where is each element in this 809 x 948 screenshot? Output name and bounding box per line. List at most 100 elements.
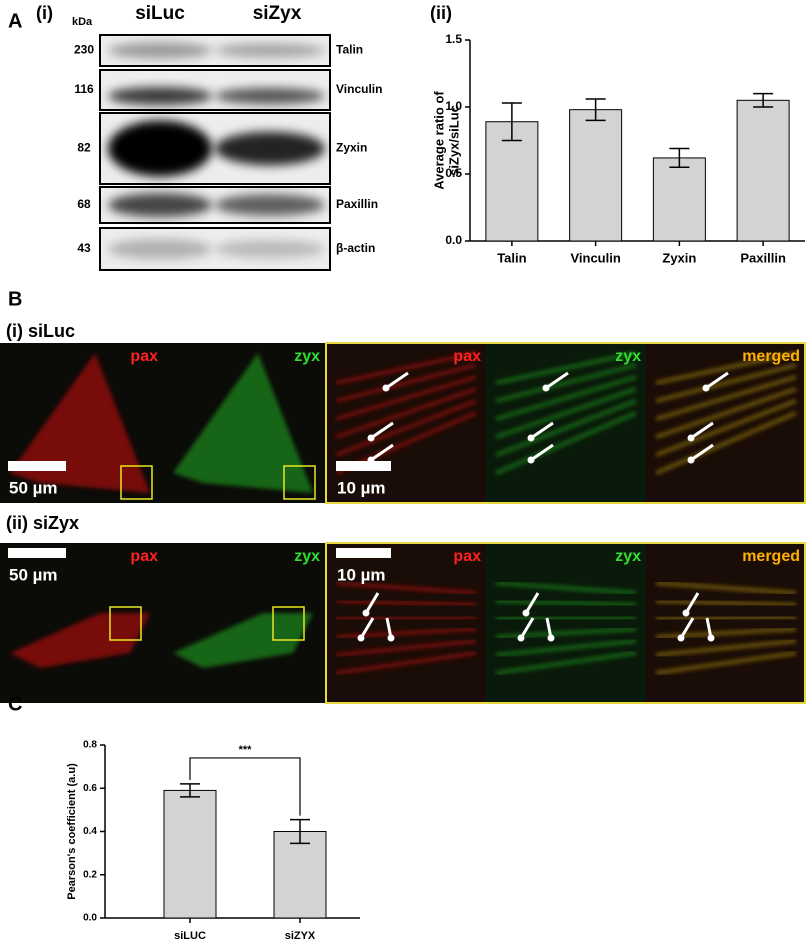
protein-label: Paxillin xyxy=(336,197,378,211)
arrow-head xyxy=(707,634,715,642)
fiber xyxy=(495,387,637,439)
blot-strip xyxy=(99,186,331,224)
y-tick-label: 1.5 xyxy=(445,32,462,46)
channel-label: pax xyxy=(453,348,481,365)
channel-label: zyx xyxy=(294,548,320,565)
kda-value: 82 xyxy=(77,141,91,155)
blot-band xyxy=(108,42,212,59)
fiber xyxy=(655,387,797,439)
bar xyxy=(569,109,623,242)
arrow-head xyxy=(367,434,375,442)
fiber xyxy=(335,651,477,675)
arrow-shaft xyxy=(359,617,375,639)
significance-label: *** xyxy=(239,744,253,756)
y-tick-label: 0.0 xyxy=(83,913,97,924)
kda-value: 43 xyxy=(77,241,91,255)
micrograph: merged xyxy=(646,343,805,503)
blot-strip xyxy=(99,69,331,111)
error-bar xyxy=(501,102,522,142)
arrow-shaft xyxy=(690,421,714,440)
arrow-shaft xyxy=(524,592,540,614)
arrow-head xyxy=(682,609,690,617)
bar xyxy=(485,121,539,242)
fiber xyxy=(655,615,797,621)
y-tick-label: 0.4 xyxy=(83,826,97,837)
blot-band xyxy=(108,193,212,217)
scale-label: 50 µm xyxy=(9,478,58,497)
cell xyxy=(173,353,313,493)
bar xyxy=(273,831,327,919)
arrow-head xyxy=(382,384,390,392)
channel-label: merged xyxy=(742,548,800,565)
bar xyxy=(163,789,217,919)
fiber xyxy=(335,351,477,385)
image-bg xyxy=(326,543,486,703)
arrow-shaft xyxy=(530,443,554,462)
zoom-box xyxy=(120,465,153,500)
x-tick-label: Paxillin xyxy=(740,250,786,265)
micrograph: pax xyxy=(0,343,163,503)
micrograph: pax xyxy=(326,543,486,703)
protein-label: Zyxin xyxy=(336,141,367,155)
fiber xyxy=(335,399,477,457)
kda-value: 116 xyxy=(74,82,94,96)
arrow-shaft xyxy=(370,443,394,462)
scale-bar xyxy=(336,548,391,558)
fiber xyxy=(655,375,797,421)
row-title: (ii) siZyx xyxy=(6,513,79,533)
channel-label: merged xyxy=(742,348,800,365)
kda-label: kDa xyxy=(72,16,93,28)
significance-bracket xyxy=(189,757,301,816)
zoom-frame xyxy=(325,542,806,704)
error-bar xyxy=(669,147,690,169)
fiber xyxy=(655,639,797,657)
arrow-head xyxy=(522,609,530,617)
cell xyxy=(10,353,150,493)
arrow-shaft xyxy=(385,371,409,390)
arrow-head xyxy=(687,456,695,464)
fiber xyxy=(495,375,637,421)
arrow-shaft xyxy=(684,592,700,614)
protein-label: Talin xyxy=(336,43,363,57)
y-axis-label: siZyx/siLuc xyxy=(446,105,461,176)
arrow-head xyxy=(547,634,555,642)
fiber xyxy=(335,363,477,403)
arrow-shaft xyxy=(370,421,394,440)
y-tick-label: 1.0 xyxy=(445,99,462,113)
fiber xyxy=(655,651,797,675)
blot-band xyxy=(108,120,212,177)
blot-band xyxy=(108,239,212,259)
y-tick-label: 0.6 xyxy=(83,783,97,794)
micrograph: zyx xyxy=(163,343,325,503)
micrograph: pax xyxy=(326,343,486,503)
y-tick-label: 0.8 xyxy=(83,740,97,751)
error-bar xyxy=(180,783,200,798)
channel-label: pax xyxy=(130,348,158,365)
fiber xyxy=(655,581,797,595)
micrograph: merged xyxy=(646,543,805,703)
channel-label: pax xyxy=(453,548,481,565)
kda-value: 68 xyxy=(77,197,91,211)
y-tick-label: 0.2 xyxy=(83,869,97,880)
blot-band xyxy=(215,131,325,166)
arrow-shaft xyxy=(364,592,380,614)
fiber xyxy=(495,351,637,385)
arrow-head xyxy=(527,434,535,442)
fiber xyxy=(495,363,637,403)
channel-label: zyx xyxy=(294,348,320,365)
scale-bar xyxy=(336,461,391,471)
blot-band xyxy=(215,194,325,216)
y-axis-label: Average ratio of xyxy=(431,91,446,190)
y-tick-label: 0.0 xyxy=(445,233,462,247)
fiber xyxy=(335,375,477,421)
arrow-head xyxy=(387,634,395,642)
y-tick-label: 0.5 xyxy=(445,166,462,180)
channel-label: zyx xyxy=(615,348,641,365)
scale-bar xyxy=(8,548,66,558)
arrow-shaft xyxy=(545,371,569,390)
fiber xyxy=(495,399,637,457)
channel-label: pax xyxy=(130,548,158,565)
error-bar xyxy=(753,92,774,108)
cell xyxy=(10,613,150,668)
x-tick-label: Vinculin xyxy=(570,250,620,265)
